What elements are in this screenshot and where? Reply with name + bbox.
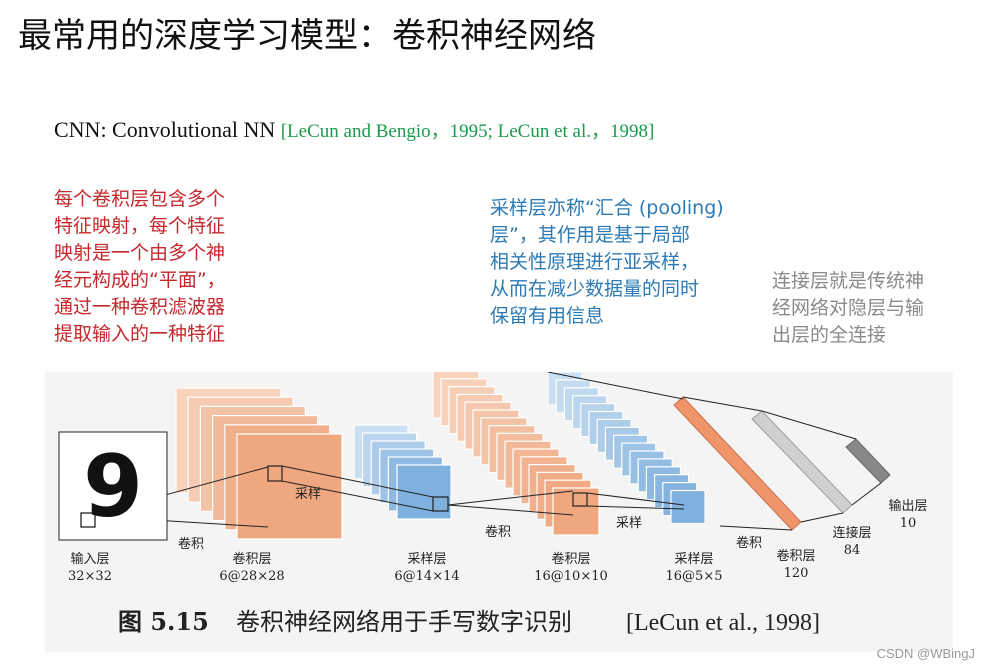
layer-size-pool1: 6@14×14	[394, 569, 459, 584]
note-line: 通过一种卷积滤波器	[54, 296, 226, 318]
input-digit: 9	[83, 437, 143, 537]
note-line: 层”，其作用是基于局部	[490, 224, 690, 246]
note-line: 特征映射，每个特征	[54, 215, 226, 237]
receptive-field-box	[80, 512, 96, 528]
layer-name-output: 输出层	[888, 498, 927, 514]
layer-name-conv2: 卷积层	[551, 551, 590, 567]
cnn-architecture-diagram: 9 卷积 采样 卷积 采样 卷积 输入层 32×32 卷积层 6@28×28 采…	[58, 372, 928, 636]
layer-name-fc: 连接层	[832, 525, 871, 541]
subtitle-line: CNN: Convolutional NN [LeCun and Bengio，…	[54, 116, 654, 143]
layer-name-input: 输入层	[70, 551, 109, 567]
note-line: 从而在减少数据量的同时	[490, 278, 700, 300]
layer-size-fc: 84	[844, 543, 861, 558]
note-line: 连接层就是传统神	[772, 270, 925, 292]
conv-layer-note: 每个卷积层包含多个 特征映射，每个特征 映射是一个由多个神 经元构成的“平面”，…	[54, 186, 226, 348]
note-line: 经元构成的“平面”，	[54, 269, 226, 291]
pool2-feature-maps	[547, 372, 706, 525]
pooling-layer-note: 采样层亦称“汇合 (pooling) 层”，其作用是基于局部 相关性原理进行亚采…	[490, 195, 724, 330]
watermark: CSDN @WBingJ	[876, 646, 975, 661]
layer-size-pool2: 16@5×5	[666, 569, 723, 584]
caption-reference: [LeCun et al., 1998]	[626, 610, 820, 636]
note-line: 采样层亦称“汇合 (pooling)	[490, 197, 724, 219]
caption-text: 卷积神经网络用于手写数字识别	[236, 608, 572, 636]
feature-map-plane	[396, 464, 452, 520]
feature-map-plane	[670, 489, 706, 525]
layer-name-pool1: 采样层	[407, 552, 446, 567]
note-line: 保留有用信息	[490, 305, 605, 327]
output-bar	[845, 438, 891, 484]
subtitle-reference: [LeCun and Bengio，1995; LeCun et al.，199…	[280, 121, 655, 142]
slide-title: 最常用的深度学习模型：卷积神经网络	[18, 16, 596, 56]
feature-map-plane	[236, 433, 343, 540]
note-line: 每个卷积层包含多个	[54, 188, 226, 210]
conv1-feature-maps	[175, 387, 343, 540]
layer-name-pool2: 采样层	[674, 552, 713, 567]
note-line: 提取输入的一种特征	[54, 323, 226, 345]
input-image: 9	[58, 431, 168, 541]
arrow-label-conv2: 卷积	[485, 524, 511, 540]
figure-caption: 图 5.15 卷积神经网络用于手写数字识别 [LeCun et al., 199…	[118, 607, 820, 636]
layer-size-conv3: 120	[784, 566, 809, 581]
feature-map-plane	[552, 487, 600, 536]
caption-label: 图 5.15	[118, 607, 209, 636]
fully-connected-note: 连接层就是传统神 经网络对隐层与输 出层的全连接	[772, 268, 924, 349]
arrow-label-conv3: 卷积	[736, 535, 762, 551]
pool1-feature-maps	[353, 424, 452, 520]
layer-size-input: 32×32	[68, 569, 112, 584]
note-line: 相关性原理进行亚采样，	[490, 251, 700, 273]
arrow-label-pool2: 采样	[616, 516, 642, 531]
subtitle-text: CNN: Convolutional NN	[54, 117, 281, 142]
layer-size-output: 10	[900, 516, 917, 531]
layer-name-conv3: 卷积层	[776, 548, 815, 564]
figure-panel: 9 卷积 采样 卷积 采样 卷积 输入层 32×32 卷积层 6@28×28 采…	[45, 372, 953, 652]
layer-size-conv1: 6@28×28	[219, 569, 284, 584]
note-line: 出层的全连接	[772, 324, 887, 346]
receptive-field-boxes	[267, 465, 588, 512]
layer-name-conv1: 卷积层	[232, 551, 271, 567]
note-line: 经网络对隐层与输	[772, 297, 925, 319]
layer-size-conv2: 16@10×10	[534, 569, 608, 584]
conv2-feature-maps	[432, 372, 600, 536]
arrow-label-pool1: 采样	[295, 487, 321, 502]
arrow-label-conv1: 卷积	[178, 536, 204, 552]
note-line: 映射是一个由多个神	[54, 242, 226, 264]
